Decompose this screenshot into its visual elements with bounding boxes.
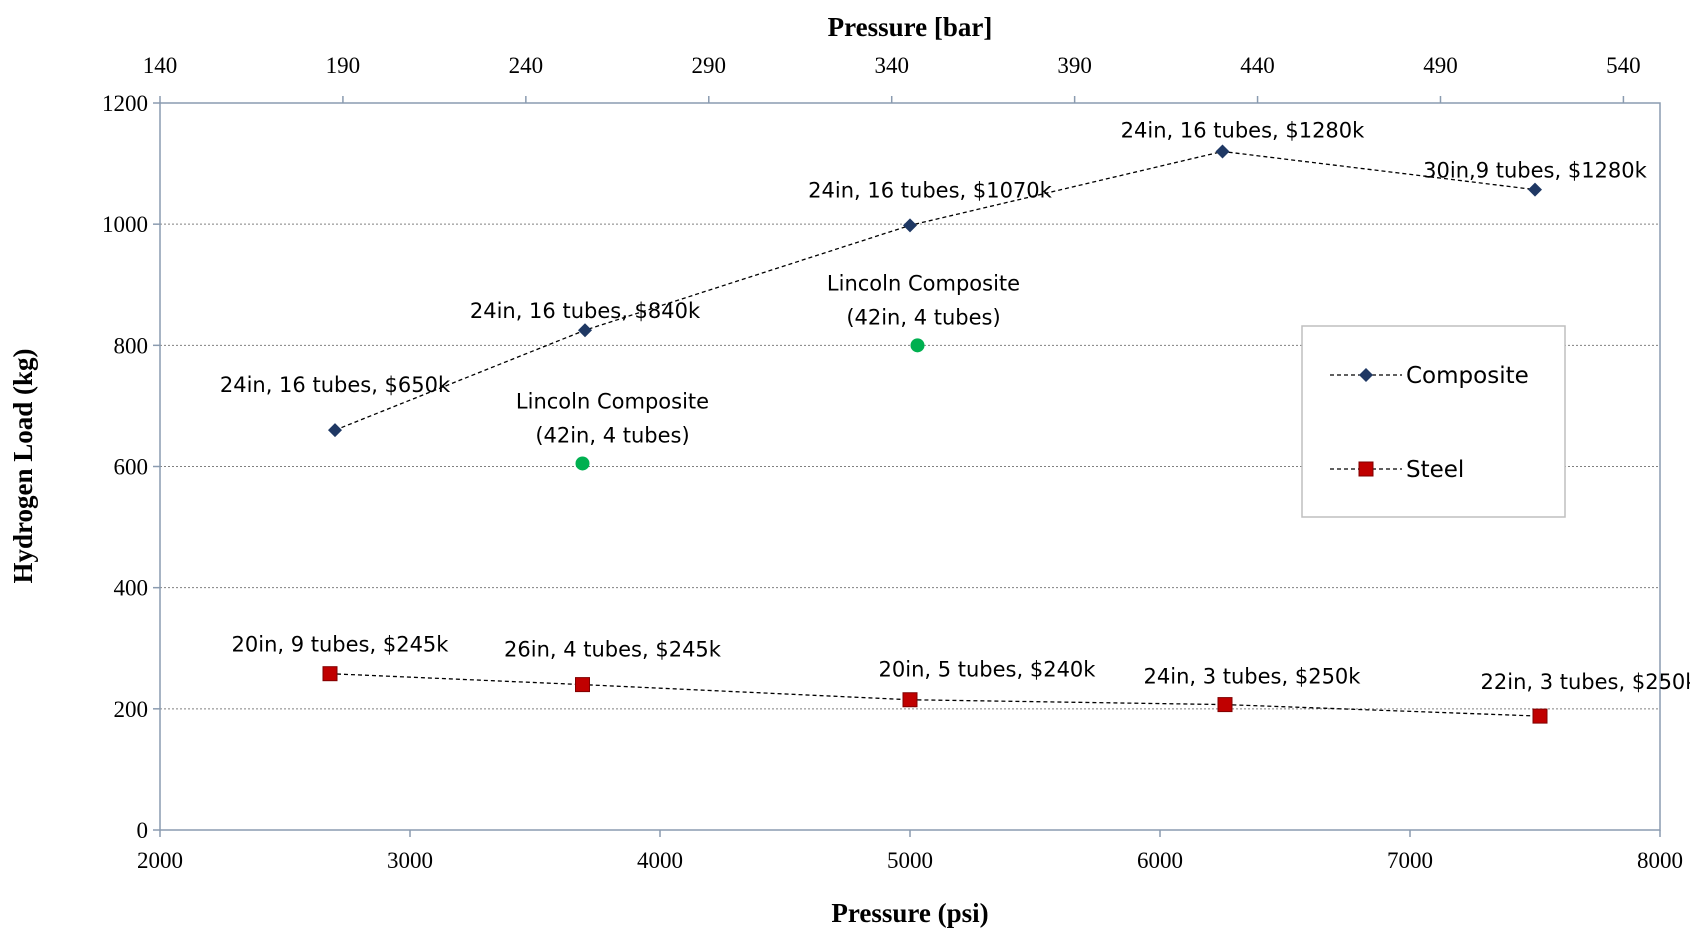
legend-item-composite: Composite	[1330, 363, 1529, 389]
legend-label-steel: Steel	[1406, 457, 1464, 483]
data-label: (42in, 4 tubes)	[535, 423, 689, 447]
legend-box	[1301, 325, 1566, 518]
y-tick-label: 800	[114, 333, 149, 358]
data-point	[1215, 144, 1230, 159]
x2-tick-label: 290	[692, 53, 727, 78]
data-point	[902, 692, 918, 708]
data-point	[1528, 182, 1542, 197]
data-label: 20in, 9 tubes, $245k	[232, 633, 450, 657]
x2-tick-label: 390	[1057, 53, 1092, 78]
data-label: 30in,9 tubes, $1280k	[1423, 159, 1647, 183]
data-label: 22in, 3 tubes, $250k	[1481, 670, 1690, 694]
y-tick-label: 600	[114, 455, 149, 480]
x2-tick-label: 190	[326, 53, 361, 78]
x2-tick-label: 440	[1240, 53, 1275, 78]
data-point	[1217, 697, 1233, 713]
data-label: 24in, 16 tubes, $1070k	[808, 178, 1053, 202]
data-label: Lincoln Composite	[516, 389, 709, 413]
x-tick-label: 7000	[1387, 848, 1433, 873]
data-label: 24in, 16 tubes, $840k	[470, 299, 701, 323]
x-tick-label: 4000	[637, 848, 683, 873]
x-tick-label: 8000	[1637, 848, 1683, 873]
series-line-steel	[329, 673, 1541, 717]
data-label: 26in, 4 tubes, $245k	[504, 638, 722, 662]
data-point	[575, 456, 590, 471]
y-ticks: 0 200 400 600 800 1000 1200	[102, 91, 160, 843]
x-tick-label: 5000	[887, 848, 933, 873]
series-markers	[322, 144, 1548, 724]
data-label: Lincoln Composite	[827, 271, 1020, 295]
x-tick-label: 2000	[137, 848, 183, 873]
legend-item-steel: Steel	[1330, 457, 1464, 483]
x-axis-title: Pressure (psi)	[831, 898, 988, 928]
data-point	[322, 666, 338, 682]
y-tick-label: 1200	[102, 91, 148, 116]
x2-tick-label: 540	[1606, 53, 1641, 78]
legend-marker-steel	[1358, 461, 1374, 477]
x2-axis-title: Pressure [bar]	[828, 12, 993, 42]
x2-tick-label: 490	[1423, 53, 1458, 78]
data-point	[1532, 708, 1548, 724]
data-point	[575, 677, 590, 693]
x-tick-label: 6000	[1137, 848, 1183, 873]
legend-marker-composite	[1359, 368, 1373, 382]
data-label: 24in, 3 tubes, $250k	[1144, 665, 1362, 689]
y-tick-label: 200	[114, 697, 149, 722]
x2-tick-label: 340	[874, 53, 909, 78]
y-tick-label: 400	[114, 576, 149, 601]
data-label: (42in, 4 tubes)	[846, 305, 1000, 329]
x-tick-label: 3000	[387, 848, 433, 873]
data-label: 24in, 16 tubes, $1280k	[1121, 118, 1366, 142]
y-tick-label: 1000	[102, 212, 148, 237]
y-tick-label: 0	[137, 818, 149, 843]
data-point	[910, 338, 925, 353]
x2-tick-label: 140	[143, 53, 178, 78]
x2-ticks: 140 190 240 290 340 390 440 490 540	[143, 53, 1641, 103]
data-point	[903, 218, 917, 233]
data-point	[328, 423, 342, 438]
data-point	[578, 323, 592, 338]
x2-tick-label: 240	[509, 53, 544, 78]
x-ticks: 2000 3000 4000 5000 6000 7000 8000	[137, 830, 1683, 873]
y-axis-title: Hydrogen Load (kg)	[8, 348, 38, 583]
legend: Composite Steel	[1301, 325, 1566, 518]
legend-label-composite: Composite	[1406, 363, 1529, 389]
data-labels: 24in, 16 tubes, $650k 24in, 16 tubes, $84…	[220, 118, 1690, 694]
data-label: 24in, 16 tubes, $650k	[220, 373, 451, 397]
data-label: 20in, 5 tubes, $240k	[879, 658, 1097, 682]
